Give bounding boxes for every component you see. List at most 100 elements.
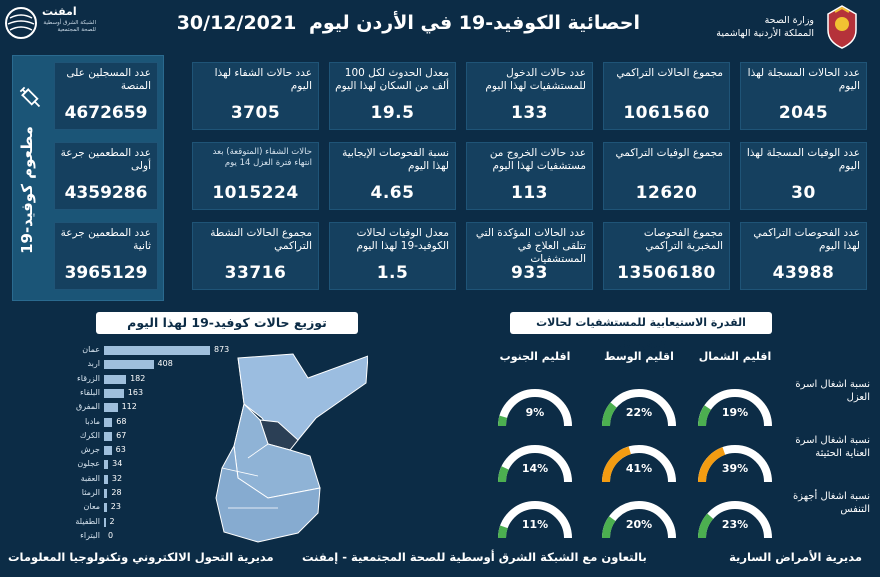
stat-label: نسبة الفحوصات الإيجابية لهذا اليوم <box>342 147 449 172</box>
gauge-track <box>498 501 572 539</box>
occupancy-gauge: 11% <box>494 496 576 542</box>
stat-card-c9: نسبة الفحوصات الإيجابية لهذا اليوم 4.65 <box>329 142 456 210</box>
stat-card-c11: عدد الفحوصات التراكمي لهذا اليوم 43988 <box>740 222 867 290</box>
gauge-percent: 20% <box>625 518 653 531</box>
gauge-fill <box>498 415 508 427</box>
stat-value: 113 <box>511 183 548 203</box>
footer-partnership: بالتعاون مع الشبكة الشرق أوسطية للصحة ال… <box>302 550 647 564</box>
map-north <box>237 353 368 443</box>
capacity-row-label: نسبة اشغال أجهزة التنفس <box>792 491 870 515</box>
bar-label: الزرقاء <box>77 373 100 383</box>
vaccination-card: عدد المطعمين جرعة أولى 4359286 <box>54 142 158 210</box>
stat-label: معدل الوفيات لحالات الكوفيد-19 لهذا اليو… <box>356 227 449 252</box>
gauge-fill <box>602 402 617 427</box>
bar-value: 34 <box>112 459 123 469</box>
vaccination-value: 4672659 <box>64 103 148 123</box>
bar-value: 2 <box>109 516 115 526</box>
stat-label: مجموع الفحوصات المخبرية التراكمي <box>643 227 723 252</box>
globe-icon <box>5 7 37 39</box>
gauge-percent: 19% <box>721 406 749 419</box>
stat-label: مجموع الحالات النشطة التراكمي <box>210 227 312 252</box>
stat-value: 12620 <box>635 183 698 203</box>
bar-value: 873 <box>214 345 230 354</box>
jordan-map <box>215 353 368 543</box>
bar-value: 63 <box>115 445 126 455</box>
bar <box>104 489 108 498</box>
stat-card-c5: عدد حالات الشفاء لهذا اليوم 3705 <box>192 62 319 130</box>
gauge-fill <box>602 446 632 483</box>
gauge-fill <box>498 525 508 539</box>
bar-label: الطفيلة <box>75 516 100 526</box>
bar-label: عجلون <box>77 459 100 469</box>
bar <box>104 503 107 513</box>
ministry-name: وزارة الصحة <box>764 15 814 26</box>
gauge-percent: 14% <box>521 462 549 475</box>
region-label: اقليم الوسط <box>604 350 674 363</box>
bar-value: 32 <box>111 473 123 483</box>
gauge-percent: 23% <box>721 518 749 531</box>
region-label: اقليم الشمال <box>698 350 772 363</box>
bar-value: 163 <box>127 387 144 397</box>
gauge-fill <box>698 405 712 427</box>
stat-label: معدل الحدوث لكل 100 ألف من السكان لهذا ا… <box>335 67 449 92</box>
bar <box>104 460 109 470</box>
vaccination-value: 3965129 <box>64 263 148 283</box>
vaccination-label: عدد المطعمين جرعة أولى <box>60 147 151 172</box>
stat-value: 4.65 <box>370 183 415 203</box>
bar-label: الرمثا <box>81 488 100 497</box>
bar-label: المفرق <box>76 402 100 412</box>
bar <box>104 474 108 484</box>
occupancy-gauge: 14% <box>494 440 576 486</box>
stat-label: عدد الفحوصات التراكمي لهذا اليوم <box>753 227 860 252</box>
bar-value: 28 <box>111 488 122 497</box>
distribution-title: توزيع حالات كوفيد-19 لهذا اليوم <box>96 312 358 334</box>
stat-value: 2045 <box>778 103 829 123</box>
stat-card-c14: معدل الوفيات لحالات الكوفيد-19 لهذا اليو… <box>329 222 456 290</box>
bar <box>104 360 154 370</box>
bar-value: 182 <box>130 373 146 383</box>
bar <box>104 431 113 441</box>
stat-value: 43988 <box>772 263 835 283</box>
bar <box>104 374 127 384</box>
occupancy-gauge: 23% <box>694 496 776 542</box>
bar <box>104 517 106 527</box>
stat-label: عدد الحالات المؤكدة التي تتلقى العلاج في… <box>475 227 586 265</box>
bar-value: 0 <box>108 530 114 540</box>
capacity-row-label: نسبة اشغال اسرة العزل <box>795 379 870 403</box>
crest-icon <box>827 5 857 49</box>
stat-card-c12: مجموع الفحوصات المخبرية التراكمي 13506180 <box>603 222 730 290</box>
gauge-percent: 39% <box>721 462 749 475</box>
vaccination-value: 4359286 <box>64 183 148 203</box>
occupancy-gauge: 19% <box>694 384 776 430</box>
bar-label: مادبا <box>85 416 100 426</box>
stat-card-c10: حالات الشفاء (المتوقعة) بعد انتهاء فترة … <box>192 142 319 210</box>
stat-card-c4: معدل الحدوث لكل 100 ألف من السكان لهذا ا… <box>329 62 456 130</box>
stat-value: 19.5 <box>370 103 415 123</box>
title-text: احصائية الكوفيد-19 في الأردن ليوم <box>308 12 640 34</box>
stat-value: 13506180 <box>617 263 716 283</box>
stat-card-c13: عدد الحالات المؤكدة التي تتلقى العلاج في… <box>466 222 593 290</box>
stat-label: عدد حالات الدخول للمستشفيات لهذا اليوم <box>485 67 586 92</box>
bar-value: 408 <box>157 359 173 369</box>
map-divisions <box>221 357 278 509</box>
bar-value: 23 <box>110 502 121 512</box>
bar-label: جرش <box>80 445 100 455</box>
bar-value: 67 <box>116 430 127 440</box>
occupancy-gauge: 22% <box>598 384 680 430</box>
vaccination-label: عدد المسجلين على المنصة <box>66 67 151 92</box>
stat-value: 933 <box>511 263 548 283</box>
stat-label: عدد الوفيات المسجلة لهذا اليوم <box>746 147 860 172</box>
stat-card-c1: عدد الحالات المسجلة لهذا اليوم 2045 <box>740 62 867 130</box>
gauge-fill <box>498 466 509 483</box>
bar-value: 68 <box>116 416 127 426</box>
gauge-fill <box>698 513 714 539</box>
bar-label: العقبة <box>80 473 100 483</box>
gauge-track <box>498 389 572 427</box>
footer-it-directorate: مديرية التحول الالكتروني وتكنولوجيا المع… <box>8 550 274 564</box>
stat-value: 1.5 <box>376 263 409 283</box>
gauge-percent: 41% <box>625 462 653 475</box>
occupancy-gauge: 41% <box>598 440 680 486</box>
stat-card-c3: عدد حالات الدخول للمستشفيات لهذا اليوم 13… <box>466 62 593 130</box>
bar <box>104 446 112 456</box>
bar-label: معان <box>83 502 100 512</box>
